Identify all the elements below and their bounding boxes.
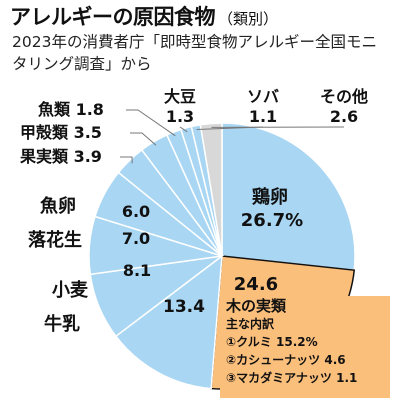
breakdown-item-marker: ②	[226, 353, 237, 367]
chart-title: アレルギーの原因食物 （類別）	[10, 1, 278, 31]
slice-value-label: 1.3	[166, 107, 194, 126]
breakdown-item: ①クルミ 15.2%	[226, 333, 390, 351]
breakdown-item-label: クルミ	[236, 335, 272, 349]
breakdown-item-value: 1.1	[336, 371, 358, 385]
breakdown-item-value: 15.2%	[276, 335, 318, 349]
slice-value-label: 24.6	[234, 274, 278, 295]
breakdown-item-label: カシューナッツ	[236, 353, 321, 367]
slice-label: 大豆	[164, 87, 196, 106]
slice-value-label: 2.6	[330, 107, 358, 126]
breakdown-box: 木の実類 主な内訳 ①クルミ 15.2% ②カシューナッツ 4.6 ③マカダミア…	[220, 296, 390, 398]
leader-line	[179, 126, 188, 133]
slice-label: 落花生	[28, 229, 82, 251]
breakdown-item-value: 4.6	[324, 353, 346, 367]
slice-label: 甲殻類 3.5	[20, 123, 102, 142]
chart-title-main: アレルギーの原因食物	[10, 5, 216, 29]
slice-value-label: 13.4	[163, 297, 205, 317]
breakdown-item-label: マカダミアナッツ	[236, 371, 332, 385]
breakdown-subtitle: 主な内訳	[226, 317, 275, 331]
slice-label: 小麦	[52, 279, 89, 301]
leader-line	[130, 132, 157, 146]
slice-label: その他	[320, 87, 368, 106]
slice-label: 魚卵	[40, 195, 76, 217]
leader-line	[120, 156, 133, 164]
pie-slice	[199, 122, 223, 257]
slice-value-label: 8.1	[123, 261, 151, 280]
pie-slice	[114, 254, 223, 390]
slice-label: 鶏卵	[252, 186, 288, 208]
chart-title-note: （類別）	[218, 10, 279, 28]
slice-value-label: 7.0	[122, 229, 150, 248]
breakdown-item: ②カシューナッツ 4.6	[226, 351, 390, 369]
slice-label: 果実類 3.9	[19, 147, 102, 166]
breakdown-item-marker: ①	[226, 335, 237, 349]
breakdown-item-marker: ③	[226, 371, 237, 385]
breakdown-item: ③マカダミアナッツ 1.1	[226, 369, 390, 387]
slice-label: ソバ	[247, 87, 279, 106]
slice-value-label: 1.1	[249, 107, 277, 126]
pie-slice	[221, 122, 356, 272]
slice-label: 魚類 1.8	[38, 100, 104, 119]
leader-line	[126, 109, 176, 137]
slice-value-label: 26.7%	[241, 210, 303, 231]
chart-subtitle: 2023年の消費者庁「即時型食物アレルギー全国モニタリング調査」から	[12, 33, 377, 73]
slice-value-label: 6.0	[122, 202, 150, 221]
slice-label: 牛乳	[44, 313, 80, 335]
breakdown-title: 木の実類	[226, 297, 287, 315]
